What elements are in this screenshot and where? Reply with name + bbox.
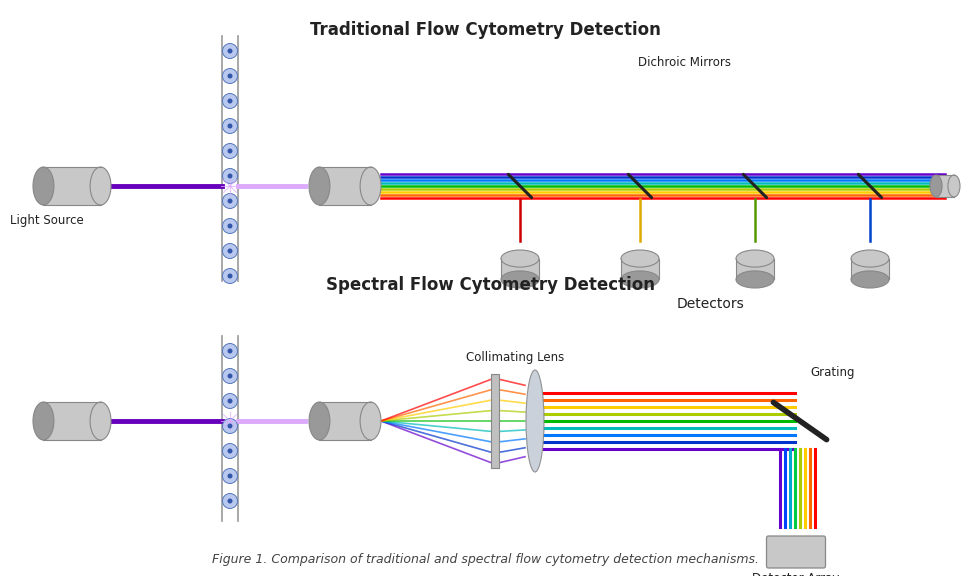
Ellipse shape <box>930 175 942 197</box>
Bar <box>501 259 539 279</box>
Circle shape <box>227 199 232 203</box>
Circle shape <box>227 348 232 354</box>
Circle shape <box>222 494 238 509</box>
Ellipse shape <box>621 271 659 288</box>
Bar <box>621 259 659 279</box>
Circle shape <box>222 44 238 59</box>
Circle shape <box>222 218 238 233</box>
Circle shape <box>222 268 238 283</box>
Text: Light Source: Light Source <box>10 214 84 227</box>
Circle shape <box>222 143 238 158</box>
Ellipse shape <box>736 250 774 267</box>
Ellipse shape <box>90 167 111 205</box>
Ellipse shape <box>526 370 544 472</box>
Ellipse shape <box>948 175 960 197</box>
Text: Detector Array: Detector Array <box>753 572 840 576</box>
Circle shape <box>222 343 238 358</box>
Circle shape <box>222 468 238 483</box>
Ellipse shape <box>501 271 539 288</box>
Bar <box>319 402 371 440</box>
Circle shape <box>222 169 238 184</box>
Circle shape <box>227 399 232 404</box>
Circle shape <box>222 244 238 259</box>
Ellipse shape <box>851 271 889 288</box>
Text: Detectors: Detectors <box>676 297 744 311</box>
Circle shape <box>222 119 238 134</box>
Bar <box>44 167 101 205</box>
Circle shape <box>227 423 232 429</box>
Bar <box>491 374 499 468</box>
Text: Spectral Flow Cytometry Detection: Spectral Flow Cytometry Detection <box>325 276 654 294</box>
Circle shape <box>227 248 232 253</box>
Text: Figure 1. Comparison of traditional and spectral flow cytometry detection mechan: Figure 1. Comparison of traditional and … <box>212 553 759 566</box>
Ellipse shape <box>90 402 111 440</box>
Ellipse shape <box>360 402 381 440</box>
Circle shape <box>222 369 238 384</box>
Text: Collimating Lens: Collimating Lens <box>466 351 564 364</box>
Circle shape <box>227 223 232 229</box>
Circle shape <box>222 93 238 108</box>
Circle shape <box>227 173 232 179</box>
Circle shape <box>227 498 232 503</box>
Ellipse shape <box>309 402 330 440</box>
Circle shape <box>222 69 238 84</box>
Ellipse shape <box>33 167 54 205</box>
Circle shape <box>222 393 238 408</box>
Bar <box>851 259 889 279</box>
Circle shape <box>227 98 232 104</box>
Ellipse shape <box>309 167 330 205</box>
Bar <box>44 402 101 440</box>
Circle shape <box>227 149 232 153</box>
FancyBboxPatch shape <box>766 536 825 568</box>
Ellipse shape <box>360 167 381 205</box>
Circle shape <box>222 194 238 209</box>
Bar <box>736 259 774 279</box>
Circle shape <box>227 123 232 128</box>
Ellipse shape <box>501 250 539 267</box>
Bar <box>936 175 954 197</box>
Bar <box>319 167 371 205</box>
Circle shape <box>227 449 232 453</box>
Ellipse shape <box>33 402 54 440</box>
Circle shape <box>227 74 232 78</box>
Circle shape <box>222 419 238 434</box>
Text: Dichroic Mirrors: Dichroic Mirrors <box>639 56 731 69</box>
Circle shape <box>227 274 232 279</box>
Text: Traditional Flow Cytometry Detection: Traditional Flow Cytometry Detection <box>310 21 661 39</box>
Ellipse shape <box>736 271 774 288</box>
Circle shape <box>227 473 232 479</box>
Circle shape <box>227 48 232 54</box>
Ellipse shape <box>621 250 659 267</box>
Ellipse shape <box>851 250 889 267</box>
Text: Grating: Grating <box>810 366 854 379</box>
Circle shape <box>222 444 238 458</box>
Circle shape <box>227 373 232 378</box>
